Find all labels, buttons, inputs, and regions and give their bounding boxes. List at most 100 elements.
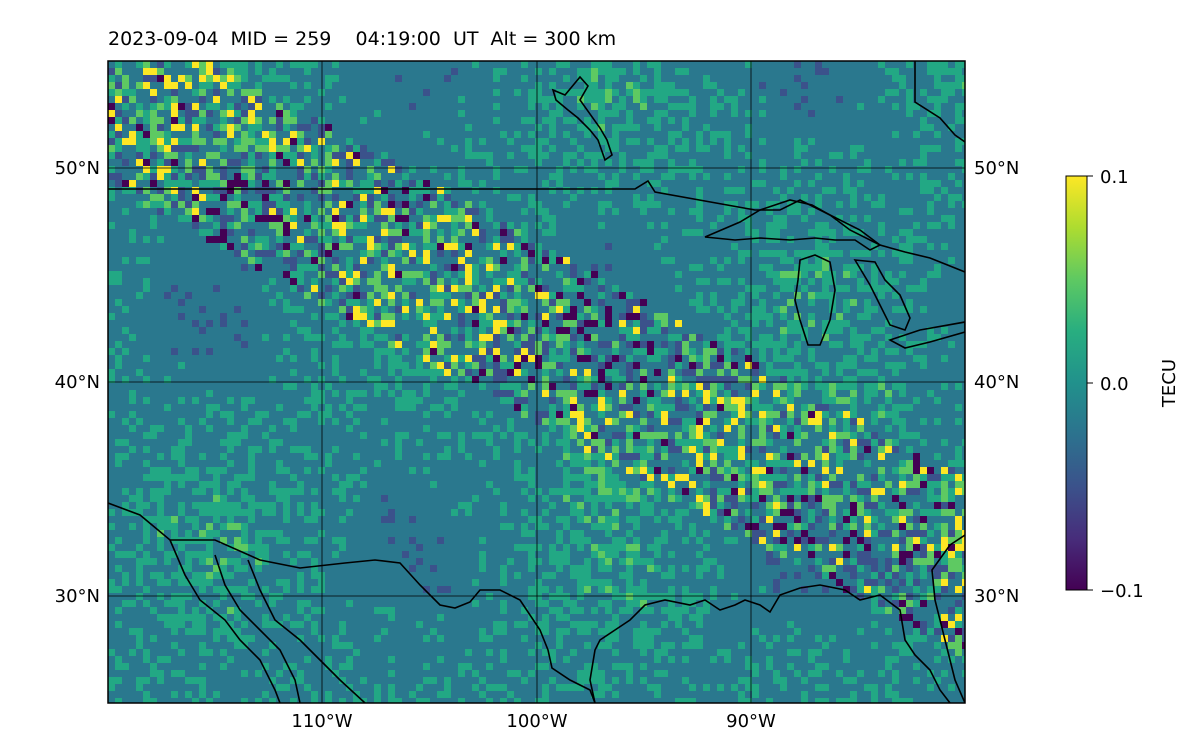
tec-cell [962,75,965,82]
tec-cell [836,327,843,334]
tec-cell [479,320,486,327]
tec-cell [311,586,318,593]
tec-cell [724,397,731,404]
tec-cell [283,194,290,201]
tec-cell [661,446,668,453]
tec-cell [654,89,661,96]
tec-cell [262,432,269,439]
tec-cell [836,453,843,460]
tec-cell [388,369,395,376]
tec-cell [822,383,829,390]
tec-cell [556,614,563,621]
tec-cell [381,516,388,523]
tec-cell [934,264,941,271]
tec-cell [710,467,717,474]
tec-cell [913,600,920,607]
tec-cell [710,341,717,348]
tec-cell [647,355,654,362]
tec-cell [549,82,556,89]
lon-label-90w: 90°W [726,711,776,732]
tec-cell [773,390,780,397]
tec-cell [227,481,234,488]
tec-cell [255,411,262,418]
tec-cell [528,327,535,334]
tec-cell [668,600,675,607]
tec-cell [822,509,829,516]
tec-cell [185,159,192,166]
tec-cell [528,383,535,390]
tec-cell [150,425,157,432]
tec-cell [157,579,164,586]
tec-cell [717,432,724,439]
tec-cell [710,103,717,110]
tec-cell [150,75,157,82]
tec-cell [171,523,178,530]
tec-cell [542,299,549,306]
tec-cell [626,558,633,565]
tec-cell [332,215,339,222]
tec-cell [619,544,626,551]
tec-cell [906,348,913,355]
tec-cell [598,579,605,586]
tec-cell [808,299,815,306]
tec-cell [885,397,892,404]
tec-cell [878,327,885,334]
tec-cell [129,96,136,103]
tec-cell [906,299,913,306]
tec-cell [584,418,591,425]
tec-cell [311,236,318,243]
tec-cell [220,572,227,579]
tec-cell [255,82,262,89]
tec-cell [682,341,689,348]
tec-cell [185,61,192,68]
tec-cell [332,257,339,264]
tec-cell [731,509,738,516]
tec-cell [801,264,808,271]
tec-cell [395,201,402,208]
tec-cell [458,369,465,376]
tec-cell [332,341,339,348]
tec-cell [682,593,689,600]
tec-cell [752,390,759,397]
tec-cell [920,565,927,572]
tec-cell [591,68,598,75]
tec-cell [339,320,346,327]
tec-cell [304,166,311,173]
tec-cell [612,446,619,453]
tec-cell [766,236,773,243]
tec-cell [955,537,962,544]
tec-cell [185,215,192,222]
tec-cell [458,432,465,439]
tec-cell [318,579,325,586]
tec-cell [437,453,444,460]
tec-cell [948,222,955,229]
tec-cell [430,369,437,376]
tec-cell [738,453,745,460]
tec-cell [934,551,941,558]
tec-cell [290,103,297,110]
tec-cell [864,684,871,691]
tec-cell [542,229,549,236]
tec-cell [269,250,276,257]
tec-cell [752,516,759,523]
tec-cell [311,572,318,579]
tec-cell [794,292,801,299]
tec-cell [346,138,353,145]
tec-cell [829,327,836,334]
tec-cell [745,656,752,663]
tec-cell [955,530,962,537]
tec-cell [535,327,542,334]
tec-cell [829,530,836,537]
tec-cell [689,481,696,488]
tec-cell [220,614,227,621]
tec-cell [465,250,472,257]
tec-cell [528,348,535,355]
tec-cell [584,537,591,544]
tec-cell [850,565,857,572]
tec-cell [857,285,864,292]
tec-cell [346,152,353,159]
tec-cell [864,551,871,558]
tec-cell [493,453,500,460]
tec-cell [626,572,633,579]
tec-cell [234,565,241,572]
